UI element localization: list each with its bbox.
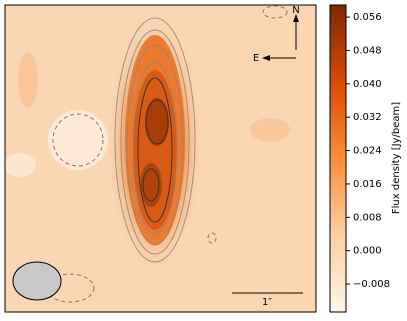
east-label: E xyxy=(253,53,259,64)
colorbar-label: Flux density [Jy/beam] xyxy=(391,102,402,214)
colorbar-tick-label: 0.056 xyxy=(353,12,382,23)
colorbar-tick-label: 0.000 xyxy=(353,246,382,257)
colorbar-tick-label: 0.032 xyxy=(353,112,382,123)
image xyxy=(5,5,316,312)
north-label: N xyxy=(292,5,299,16)
colorbar xyxy=(329,4,347,313)
image-frame xyxy=(4,4,317,313)
colorbar-tick-label: −0.008 xyxy=(353,279,390,290)
colorbar-tick-label: 0.040 xyxy=(353,79,382,90)
colorbar-tick-label: 0.016 xyxy=(353,179,382,190)
scale-label: 1″ xyxy=(262,297,272,308)
colorbar-tick-label: 0.048 xyxy=(353,45,382,56)
beam xyxy=(12,261,62,301)
colorbar-tick-label: 0.008 xyxy=(353,212,382,223)
colorbar-tick-label: 0.024 xyxy=(353,146,382,157)
